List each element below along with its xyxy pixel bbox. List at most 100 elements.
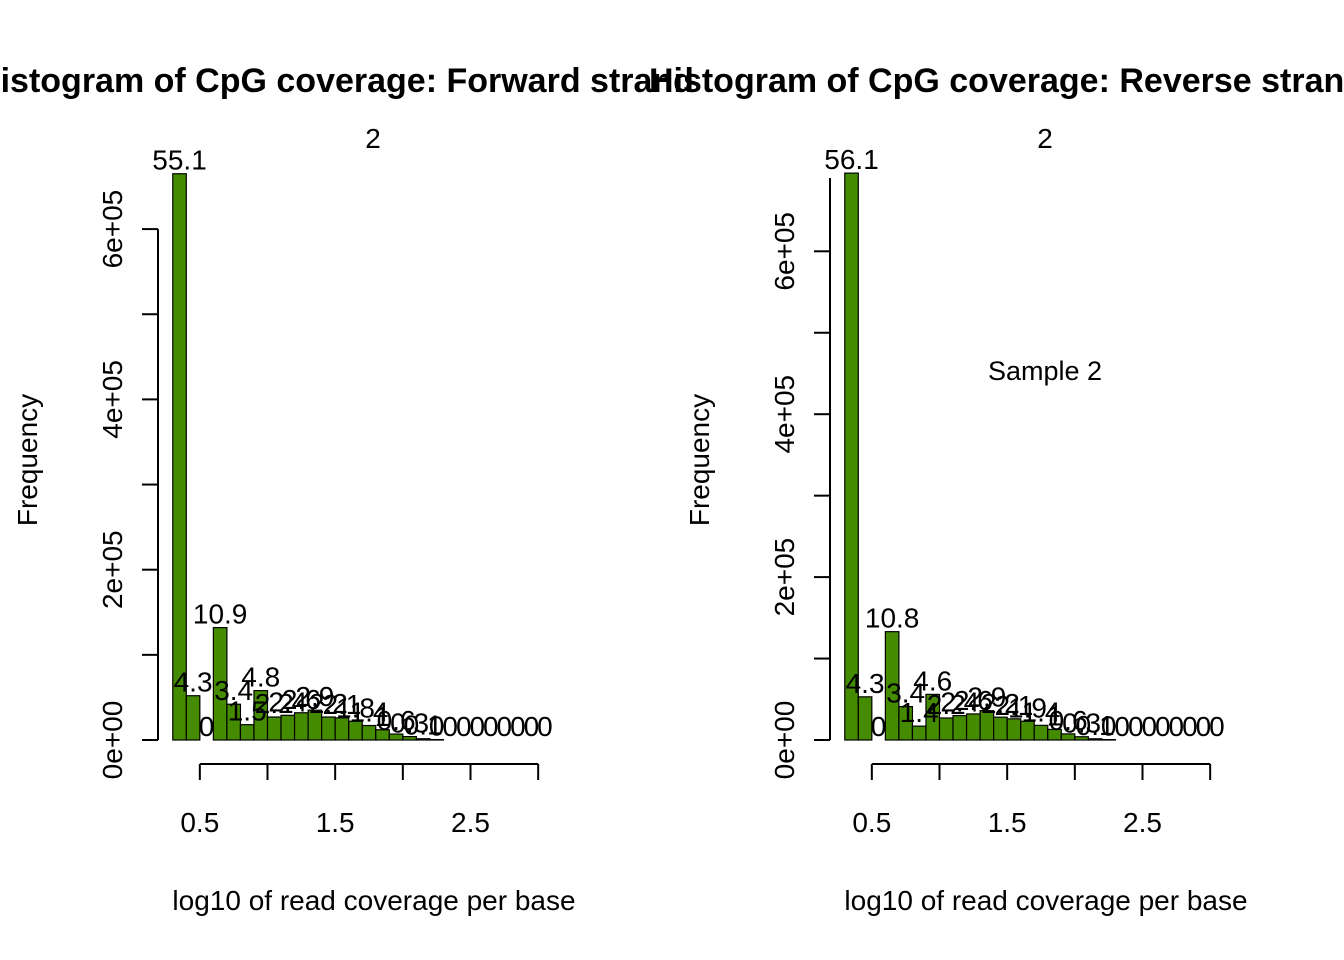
y-axis: 0e+00 2e+05 4e+05 6e+05 [97, 190, 159, 780]
histogram-bar [1033, 724, 1049, 741]
y-tick-label: 4e+05 [769, 375, 800, 454]
bar-data-label: 1.4 [900, 697, 939, 728]
bar-data-label: 1.9 [1008, 692, 1047, 723]
y-tick-label: 6e+05 [769, 212, 800, 291]
bar-data-label: 0 [871, 711, 887, 742]
histogram-bar [185, 695, 201, 741]
y-tick-label: 4e+05 [97, 360, 128, 439]
y-tick-label: 2e+05 [769, 538, 800, 617]
bar-data-label: 0.3 [1062, 708, 1101, 739]
y-axis: 0e+00 2e+05 4e+05 6e+05 [769, 178, 831, 780]
x-axis-label: log10 of read coverage per base [844, 885, 1247, 916]
bar-data-label: 2.4 [268, 686, 307, 717]
bar-data-label: 2.1 [994, 690, 1033, 721]
bar-data-label: 4.3 [174, 667, 213, 698]
bar-data-label: 2.2 [309, 688, 348, 719]
bars-group [172, 173, 445, 741]
bar-data-label: 2.9 [967, 682, 1006, 713]
histogram-bar [212, 626, 228, 741]
bar-data-label: 2.4 [940, 687, 979, 718]
bar-data-label: 1.8 [336, 692, 375, 723]
forward-strand-histogram-panel: Histogram of CpG coverage: Forward stran… [0, 62, 694, 916]
x-tick-label: 0.5 [180, 807, 219, 838]
bar-data-label: 3.4 [886, 678, 925, 709]
bar-data-label: 4.6 [913, 665, 952, 696]
x-tick-label: 1.5 [316, 807, 355, 838]
bar-data-label: 2.6 [282, 684, 321, 715]
y-tick-label: 2e+05 [97, 530, 128, 609]
histogram-bar [965, 713, 981, 741]
bar-data-label: 0 [429, 711, 445, 742]
bar-data-label: 2.2 [927, 689, 966, 720]
histogram-bar [911, 725, 927, 741]
bar-data-label: 10.8 [865, 603, 920, 634]
bar-data-label: 3.4 [214, 675, 253, 706]
bar-data-label: 0 [442, 711, 458, 742]
bar-data-label: 0 [537, 711, 553, 742]
bar-data-label: 0 [456, 711, 472, 742]
y-axis-label: Frequency [684, 394, 715, 526]
bar-data-label: 0 [1182, 711, 1198, 742]
y-axis-label: Frequency [12, 394, 43, 526]
histogram-bar [898, 706, 914, 741]
y-tick-label: 6e+05 [97, 190, 128, 269]
bar-data-label: 0 [199, 711, 215, 742]
bar-data-label: 0 [1209, 711, 1225, 742]
bar-data-label: 0.3 [390, 708, 429, 739]
data-labels-group: 55.14.3010.93.41.54.82.22.42.62.92.22.11… [152, 145, 552, 742]
bar-data-label: 0.6 [1049, 705, 1088, 736]
bar-data-label: 2.2 [981, 688, 1020, 719]
chart-title: Histogram of CpG coverage: Reverse stran… [649, 62, 1344, 100]
bar-data-label: 0 [483, 711, 499, 742]
histogram-bar [361, 724, 377, 741]
bar-data-label: 0 [510, 711, 526, 742]
bar-data-label: 2.1 [322, 689, 361, 720]
x-tick-label: 0.5 [852, 807, 891, 838]
bar-data-label: 0 [524, 711, 540, 742]
bar-data-label: 4.8 [241, 662, 280, 693]
bar-data-label: 0 [1141, 711, 1157, 742]
bar-data-label: 4.3 [846, 668, 885, 699]
histogram-bar [938, 717, 954, 741]
histogram-bar [172, 173, 187, 741]
bar-data-label: 2.6 [954, 685, 993, 716]
bar-data-label: 10.9 [193, 599, 248, 630]
x-tick-label: 2.5 [451, 807, 490, 838]
chart-subtitle: 2 [365, 123, 381, 154]
bar-data-label: 0 [469, 711, 485, 742]
reverse-strand-histogram-panel: Histogram of CpG coverage: Reverse stran… [649, 62, 1344, 916]
data-labels-group: 56.14.3010.83.41.44.62.22.42.62.92.22.11… [824, 144, 1224, 742]
bar-data-label: 0 [1101, 711, 1117, 742]
histogram-bar [884, 631, 900, 741]
bar-data-label: 1 [375, 701, 391, 732]
histogram-bar [226, 703, 242, 741]
bar-data-label: 0 [497, 711, 513, 742]
bar-data-label: 0.6 [377, 705, 416, 736]
histogram-bar [844, 172, 859, 741]
y-tick-label: 0e+00 [97, 701, 128, 780]
x-tick-label: 1.5 [988, 807, 1027, 838]
bar-data-label: 0 [1155, 711, 1171, 742]
bar-data-label: 0 [1114, 711, 1130, 742]
bar-data-label: 1 [1047, 700, 1063, 731]
x-axis: 0.5 1.5 2.5 [852, 763, 1212, 838]
histogram-bar [239, 724, 255, 741]
bar-data-label: 0 [1196, 711, 1212, 742]
bar-data-label: 2.2 [255, 688, 294, 719]
bar-data-label: 56.1 [824, 144, 879, 175]
y-tick-label: 0e+00 [769, 701, 800, 780]
bar-data-label: 0 [1128, 711, 1144, 742]
bar-data-label: 0 [1169, 711, 1185, 742]
bar-data-label: 55.1 [152, 145, 207, 176]
histogram-bar [321, 716, 336, 741]
bars-group [844, 172, 1117, 741]
bar-data-label: 0.1 [1076, 710, 1115, 741]
bar-data-label: 0.1 [404, 710, 443, 741]
chart-subtitle: 2 [1037, 123, 1053, 154]
bar-data-label: 2.9 [295, 681, 334, 712]
x-axis: 0.5 1.5 2.5 [180, 763, 540, 838]
histogram-bar [266, 716, 282, 741]
sample-annotation: Sample 2 [988, 356, 1102, 386]
bar-data-label: 1.4 [1022, 696, 1061, 727]
